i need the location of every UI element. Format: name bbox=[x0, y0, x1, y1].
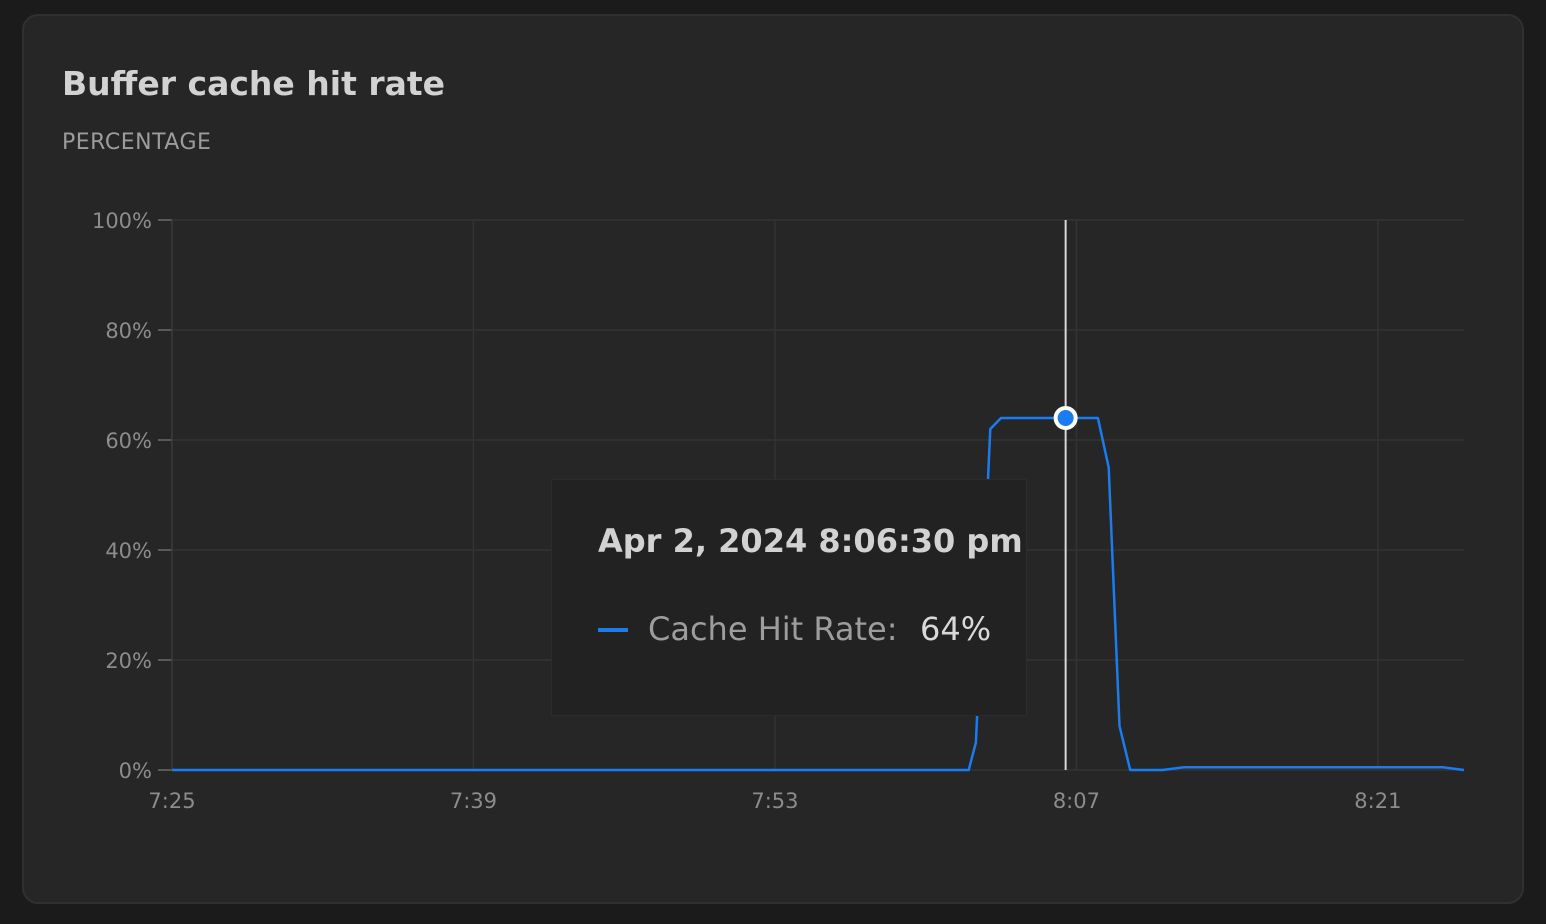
y-tick-label: 100% bbox=[92, 209, 152, 233]
x-axis: 7:25 7:39 7:53 8:07 8:21 bbox=[148, 789, 1401, 813]
series-line-cache-hit-rate bbox=[172, 416, 1465, 772]
x-tick-label: 7:53 bbox=[751, 789, 798, 813]
tooltip-time: Apr 2, 2024 8:06:30 pm bbox=[598, 522, 1023, 560]
y-tick-label: 40% bbox=[105, 539, 152, 563]
y-axis: 0% 20% 40% 60% 80% 100% bbox=[92, 209, 173, 783]
hover-cursor bbox=[1053, 220, 1078, 770]
panel-title: Buffer cache hit rate bbox=[62, 64, 446, 103]
x-tick-label: 8:07 bbox=[1053, 789, 1100, 813]
chart-tooltip: Apr 2, 2024 8:06:30 pm Cache Hit Rate: 6… bbox=[551, 479, 1027, 716]
y-unit-label: PERCENTAGE bbox=[62, 130, 212, 155]
chart-panel bbox=[22, 14, 1524, 904]
tooltip-series-swatch bbox=[598, 628, 628, 632]
y-tick-label: 80% bbox=[105, 319, 152, 343]
tooltip-series-label: Cache Hit Rate: bbox=[648, 610, 898, 648]
y-tick-label: 60% bbox=[105, 429, 152, 453]
series-layer bbox=[172, 416, 1465, 772]
cursor-point bbox=[1053, 406, 1078, 430]
tooltip-series-value: 64% bbox=[920, 610, 992, 648]
x-tick-label: 7:25 bbox=[148, 789, 195, 813]
x-tick-label: 7:39 bbox=[450, 789, 497, 813]
x-tick-label: 8:21 bbox=[1354, 789, 1401, 813]
y-tick-label: 0% bbox=[119, 759, 152, 783]
y-tick-label: 20% bbox=[105, 649, 152, 673]
